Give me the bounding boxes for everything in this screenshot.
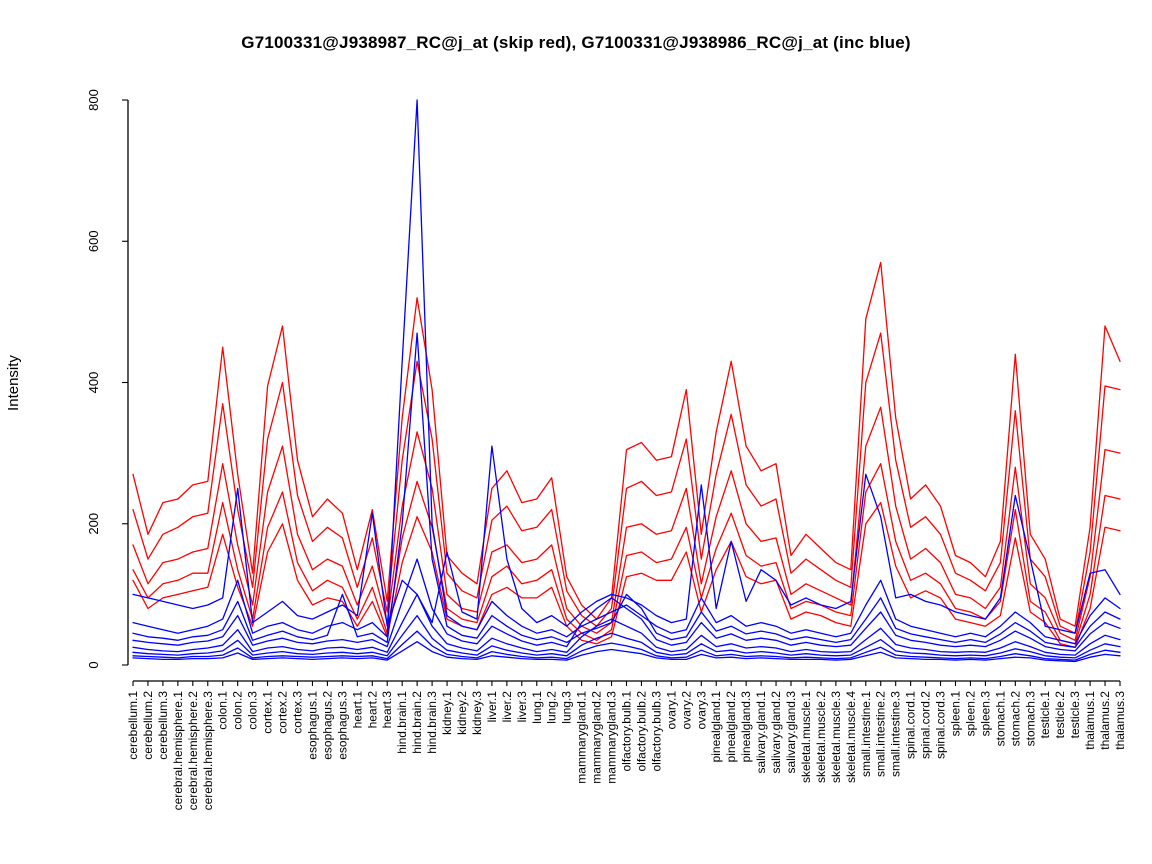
- x-tick-label: olfactory.bulb.1: [620, 691, 634, 772]
- chart-title: G7100331@J938987_RC@j_at (skip red), G71…: [241, 33, 911, 52]
- x-tick-label: spleen.1: [949, 691, 963, 737]
- y-tick-label: 200: [86, 513, 101, 535]
- x-tick-label: lung.3: [560, 691, 574, 724]
- x-tick-label: kidney.2: [455, 691, 469, 735]
- x-tick-label: mammarygland.2: [590, 691, 604, 784]
- y-tick-label: 400: [86, 372, 101, 394]
- x-tick-label: liver.1: [485, 691, 499, 723]
- x-tick-label: stomach.2: [1008, 691, 1022, 747]
- x-tick-label: stomach.1: [993, 691, 1007, 747]
- series-line-skip-5: [132, 501, 1121, 648]
- series-line-inc-5: [132, 593, 1121, 656]
- x-tick-label: small.intestine.2: [874, 691, 888, 777]
- x-tick-label: olfactory.bulb.2: [634, 691, 648, 772]
- x-tick-label: testicle.2: [1053, 691, 1067, 739]
- x-tick-label: esophagus.1: [305, 691, 319, 760]
- series-line-inc-8: [132, 641, 1121, 663]
- x-tick-label: colon.3: [246, 691, 260, 730]
- x-tick-label: kidney.3: [470, 691, 484, 735]
- x-tick-label: kidney.1: [440, 691, 454, 735]
- x-tick-label: mammarygland.1: [575, 691, 589, 784]
- x-tick-label: skeletal.muscle.4: [844, 691, 858, 783]
- series-line-inc-2: [132, 99, 1121, 645]
- series-line-inc-3: [132, 332, 1121, 648]
- x-tick-label: esophagus.2: [320, 691, 334, 760]
- x-tick-label: stomach.3: [1023, 691, 1037, 747]
- x-tick-label: colon.2: [231, 691, 245, 730]
- x-tick-label: cerebral.hemisphere.3: [201, 691, 215, 811]
- x-tick-label: thalamus.1: [1083, 691, 1097, 750]
- x-tick-label: hind.brain.3: [425, 691, 439, 754]
- y-tick-label: 0: [86, 661, 101, 668]
- series-line-skip-4: [132, 463, 1121, 645]
- x-tick-label: spinal.cord.2: [919, 691, 933, 759]
- x-tick-label: testicle.3: [1068, 691, 1082, 739]
- x-tick-label: esophagus.3: [335, 691, 349, 760]
- series-line-inc-7: [132, 630, 1121, 661]
- x-tick-label: cerebellum.3: [156, 691, 170, 760]
- x-tick-label: ovary.1: [664, 691, 678, 730]
- series-line-skip-3: [132, 406, 1121, 641]
- x-tick-label: heart.1: [350, 691, 364, 729]
- x-tick-label: thalamus.2: [1098, 691, 1112, 750]
- series-line-inc-6: [132, 614, 1121, 659]
- x-tick-label: spleen.3: [978, 691, 992, 737]
- x-tick-label: spinal.cord.3: [934, 691, 948, 759]
- x-tick-label: ovary.2: [679, 691, 693, 730]
- x-tick-label: colon.1: [216, 691, 230, 730]
- x-tick-label: hind.brain.1: [395, 691, 409, 754]
- x-tick-label: pinealgland.1: [709, 691, 723, 763]
- x-tick-label: pinealgland.3: [739, 691, 753, 763]
- series-line-skip-2: [132, 332, 1121, 634]
- x-tick-label: liver.2: [500, 691, 514, 723]
- y-tick-label: 600: [86, 230, 101, 252]
- x-tick-label: cortex.3: [291, 691, 305, 734]
- x-tick-label: pinealgland.2: [724, 691, 738, 763]
- x-tick-label: salivary.gland.1: [754, 691, 768, 774]
- x-tick-label: olfactory.bulb.3: [649, 691, 663, 772]
- x-tick-label: cerebellum.2: [141, 691, 155, 760]
- x-tick-label: cortex.1: [261, 691, 275, 734]
- x-tick-label: skeletal.muscle.1: [799, 691, 813, 783]
- x-tick-label: cerebellum.1: [126, 691, 140, 760]
- x-tick-label: small.intestine.1: [859, 691, 873, 777]
- x-tick-label: spinal.cord.1: [904, 691, 918, 759]
- x-tick-label: lung.1: [530, 691, 544, 724]
- x-tick-label: salivary.gland.3: [784, 691, 798, 774]
- x-tick-label: salivary.gland.2: [769, 691, 783, 774]
- series-line-inc-1: [132, 445, 1121, 634]
- x-tick-label: mammarygland.3: [605, 691, 619, 784]
- x-tick-label: heart.2: [365, 691, 379, 729]
- x-tick-label: lung.2: [545, 691, 559, 724]
- x-tick-label: skeletal.muscle.3: [829, 691, 843, 783]
- x-tick-label: hind.brain.2: [410, 691, 424, 754]
- x-tick-label: thalamus.3: [1113, 691, 1127, 750]
- x-tick-label: skeletal.muscle.2: [814, 691, 828, 783]
- x-tick-label: testicle.1: [1038, 691, 1052, 739]
- x-tick-label: cerebral.hemisphere.1: [171, 691, 185, 811]
- x-tick-label: spleen.2: [963, 691, 977, 737]
- x-tick-label: heart.3: [380, 691, 394, 729]
- y-tick-label: 800: [86, 89, 101, 111]
- x-tick-label: small.intestine.3: [889, 691, 903, 777]
- x-tick-label: cortex.2: [276, 691, 290, 734]
- series-line-skip-1: [132, 261, 1121, 627]
- x-tick-label: liver.3: [515, 691, 529, 723]
- series-line-inc-4: [132, 558, 1121, 652]
- x-tick-label: cerebral.hemisphere.2: [186, 691, 200, 811]
- x-tick-label: ovary.3: [694, 691, 708, 730]
